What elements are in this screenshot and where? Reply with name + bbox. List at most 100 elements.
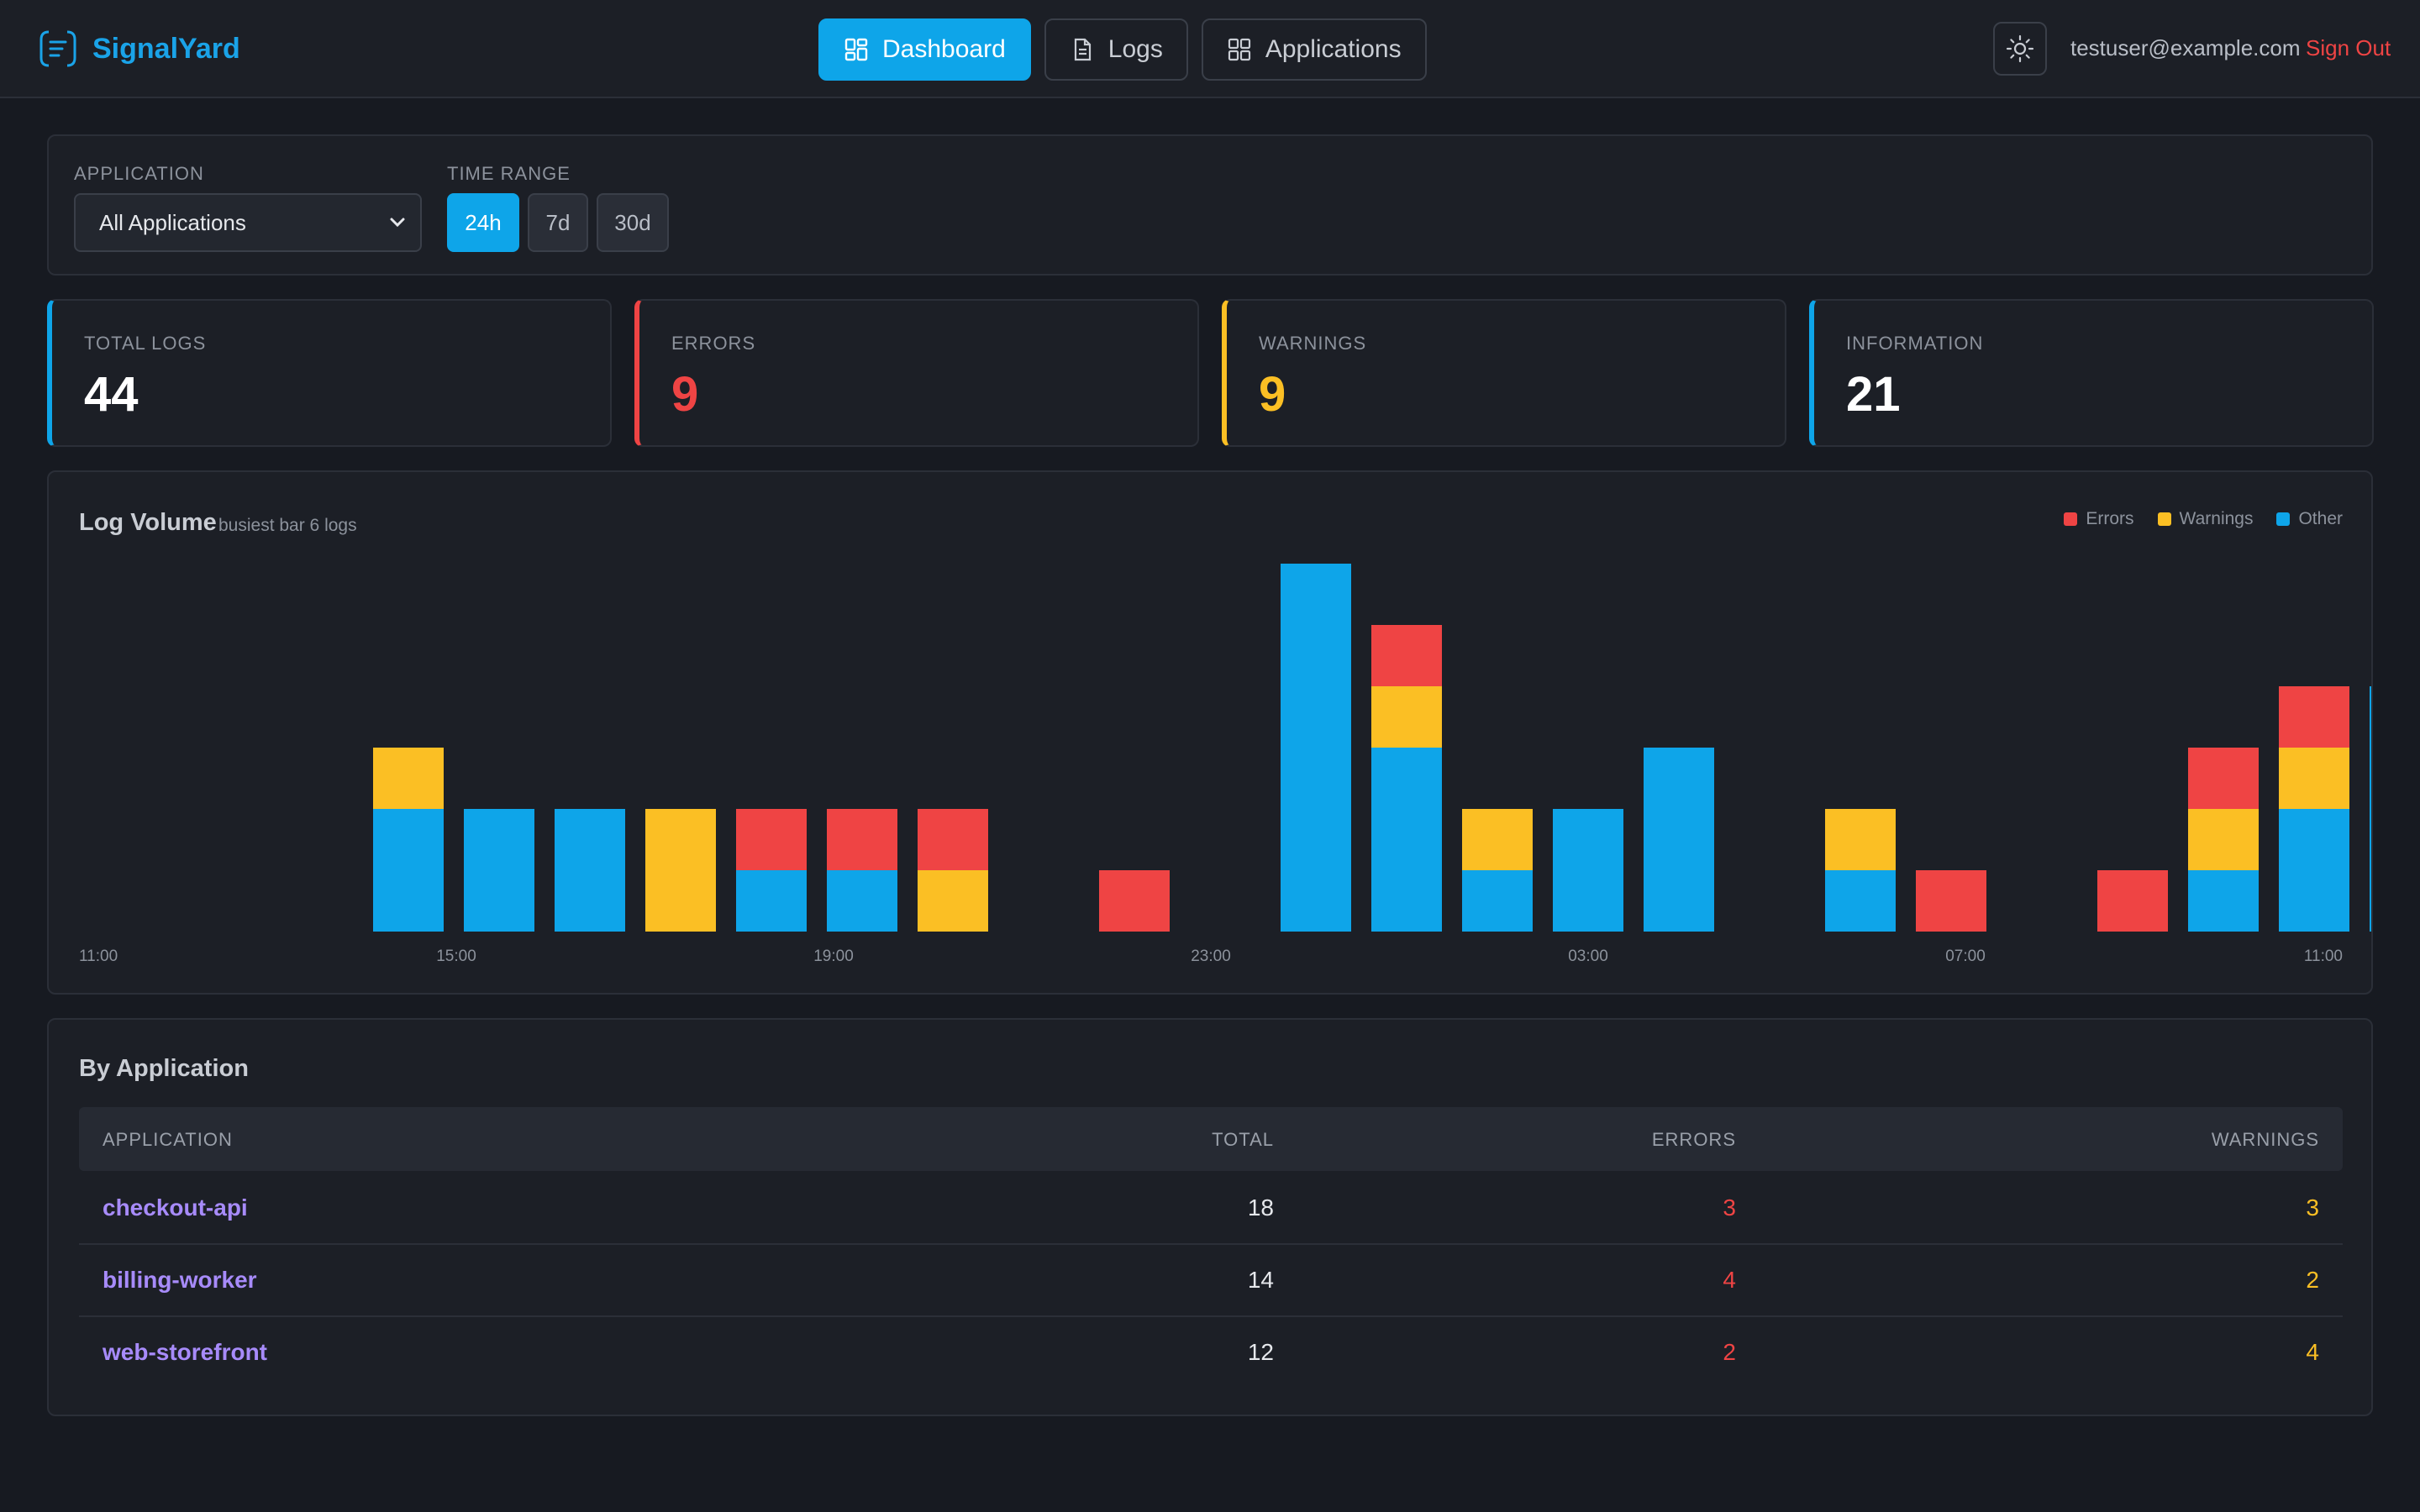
- bar-segment-errors[interactable]: [918, 809, 988, 870]
- legend-swatch-warnings: [2157, 512, 2171, 526]
- table-row[interactable]: billing-worker 14 4 2: [79, 1245, 2343, 1317]
- stat-label: TOTAL LOGS: [84, 333, 207, 354]
- bar-segment-other[interactable]: [827, 870, 897, 932]
- stat-label: ERRORS: [671, 333, 756, 354]
- stat-value: 21: [1846, 367, 1901, 422]
- bar-segment-warnings[interactable]: [2188, 809, 2259, 870]
- legend-label-errors: Errors: [2086, 509, 2134, 528]
- stat-value: 9: [1259, 367, 1286, 422]
- nav-applications-button[interactable]: Applications: [1201, 18, 1427, 81]
- nav-logs-button[interactable]: Logs: [1044, 18, 1188, 81]
- sun-icon: [2006, 34, 2034, 63]
- grid-icon: [1228, 38, 1250, 61]
- bar-segment-errors[interactable]: [736, 809, 807, 870]
- col-warnings: WARNINGS: [2211, 1129, 2319, 1150]
- nav-dashboard-button[interactable]: Dashboard: [818, 18, 1031, 81]
- filters-panel: APPLICATION All Applications TIME RANGE …: [47, 134, 2373, 276]
- bar-segment-warnings[interactable]: [645, 809, 716, 932]
- bar-segment-other[interactable]: [1281, 564, 1351, 932]
- application-link[interactable]: checkout-api: [103, 1194, 248, 1221]
- table-title: By Application: [79, 1055, 249, 1082]
- user-email: testuser@example.com: [2070, 35, 2301, 60]
- bar-segment-other[interactable]: [1462, 870, 1533, 932]
- nav-logs-label: Logs: [1107, 35, 1163, 63]
- total-cell: 14: [1247, 1267, 1274, 1293]
- errors-cell: 3: [1723, 1194, 1736, 1221]
- bar-segment-errors[interactable]: [1916, 870, 1986, 932]
- total-cell: 18: [1247, 1194, 1274, 1221]
- brand[interactable]: SignalYard: [37, 25, 240, 72]
- sign-out-link[interactable]: Sign Out: [2306, 35, 2391, 60]
- col-application: APPLICATION: [103, 1129, 233, 1150]
- col-total: TOTAL: [1212, 1129, 1274, 1150]
- bar-segment-other[interactable]: [1825, 870, 1896, 932]
- range-24h-button[interactable]: 24h: [447, 193, 519, 252]
- application-select[interactable]: All Applications: [74, 193, 422, 252]
- chevron-down-icon: [390, 218, 405, 228]
- main-nav: Dashboard Logs Applications: [818, 18, 1440, 81]
- range-30d-button[interactable]: 30d: [597, 193, 669, 252]
- nav-dashboard-label: Dashboard: [882, 35, 1006, 63]
- legend-swatch-other: [2276, 512, 2291, 526]
- bar-segment-other[interactable]: [464, 809, 534, 932]
- x-tick-label: 23:00: [1191, 948, 1231, 965]
- x-tick-label: 11:00: [2304, 948, 2343, 965]
- stat-value: 9: [671, 367, 699, 422]
- x-tick-label: 07:00: [1945, 948, 1986, 965]
- bar-segment-other[interactable]: [555, 809, 625, 932]
- col-errors: ERRORS: [1651, 1129, 1736, 1150]
- chart-title: Log Volume: [79, 509, 217, 536]
- stat-card-information: INFORMATION 21: [1809, 299, 2374, 447]
- bar-segment-other[interactable]: [1553, 809, 1623, 932]
- bar-segment-other[interactable]: [736, 870, 807, 932]
- legend-swatch-errors: [2064, 512, 2078, 526]
- bar-segment-errors[interactable]: [1099, 870, 1170, 932]
- bar-segment-other[interactable]: [1644, 748, 1714, 932]
- table-row[interactable]: checkout-api 18 3 3: [79, 1173, 2343, 1245]
- bar-segment-errors[interactable]: [2279, 686, 2349, 748]
- legend-warnings: Warnings: [2157, 509, 2253, 529]
- nav-applications-label: Applications: [1265, 35, 1402, 63]
- warnings-cell: 4: [2306, 1339, 2319, 1365]
- bar-segment-other[interactable]: [2188, 870, 2259, 932]
- bar-segment-warnings[interactable]: [373, 748, 444, 809]
- table-row[interactable]: web-storefront 12 2 4: [79, 1317, 2343, 1389]
- stat-value: 44: [84, 367, 139, 422]
- bar-segment-other[interactable]: [2279, 809, 2349, 932]
- application-link[interactable]: web-storefront: [103, 1339, 267, 1365]
- bar-segment-other[interactable]: [1371, 748, 1442, 932]
- legend-label-other: Other: [2298, 509, 2343, 528]
- bar-segment-errors[interactable]: [2188, 748, 2259, 809]
- bar-segment-other[interactable]: [373, 809, 444, 932]
- stat-label: INFORMATION: [1846, 333, 1984, 354]
- chart-subtitle: busiest bar 6 logs: [218, 516, 357, 535]
- bar-segment-errors[interactable]: [2097, 870, 2168, 932]
- bar-segment-warnings[interactable]: [1462, 809, 1533, 870]
- legend-errors: Errors: [2064, 509, 2134, 529]
- x-tick-label: 03:00: [1568, 948, 1608, 965]
- bar-segment-warnings[interactable]: [918, 870, 988, 932]
- warnings-cell: 3: [2306, 1194, 2319, 1221]
- top-bar: SignalYard Dashboard Logs Applications: [0, 0, 2420, 98]
- bar-segment-warnings[interactable]: [1825, 809, 1896, 870]
- dashboard-icon: [844, 38, 868, 61]
- warnings-cell: 2: [2306, 1267, 2319, 1293]
- document-icon: [1074, 38, 1091, 61]
- errors-cell: 2: [1723, 1339, 1736, 1365]
- x-tick-label: 19:00: [813, 948, 854, 965]
- stat-card-total: TOTAL LOGS 44: [47, 299, 612, 447]
- range-7d-button[interactable]: 7d: [528, 193, 588, 252]
- bar-segment-warnings[interactable]: [1371, 686, 1442, 748]
- total-cell: 12: [1247, 1339, 1274, 1365]
- errors-cell: 4: [1723, 1267, 1736, 1293]
- bar-segment-other[interactable]: [2370, 686, 2371, 932]
- bar-segment-errors[interactable]: [1371, 625, 1442, 686]
- application-filter-label: APPLICATION: [74, 163, 204, 184]
- brand-name: SignalYard: [92, 32, 240, 65]
- chart-legend: Errors Warnings Other: [2040, 509, 2343, 529]
- theme-toggle-button[interactable]: [1993, 22, 2047, 76]
- bar-segment-warnings[interactable]: [2279, 748, 2349, 809]
- x-tick-label: 15:00: [436, 948, 476, 965]
- bar-segment-errors[interactable]: [827, 809, 897, 870]
- application-link[interactable]: billing-worker: [103, 1267, 257, 1293]
